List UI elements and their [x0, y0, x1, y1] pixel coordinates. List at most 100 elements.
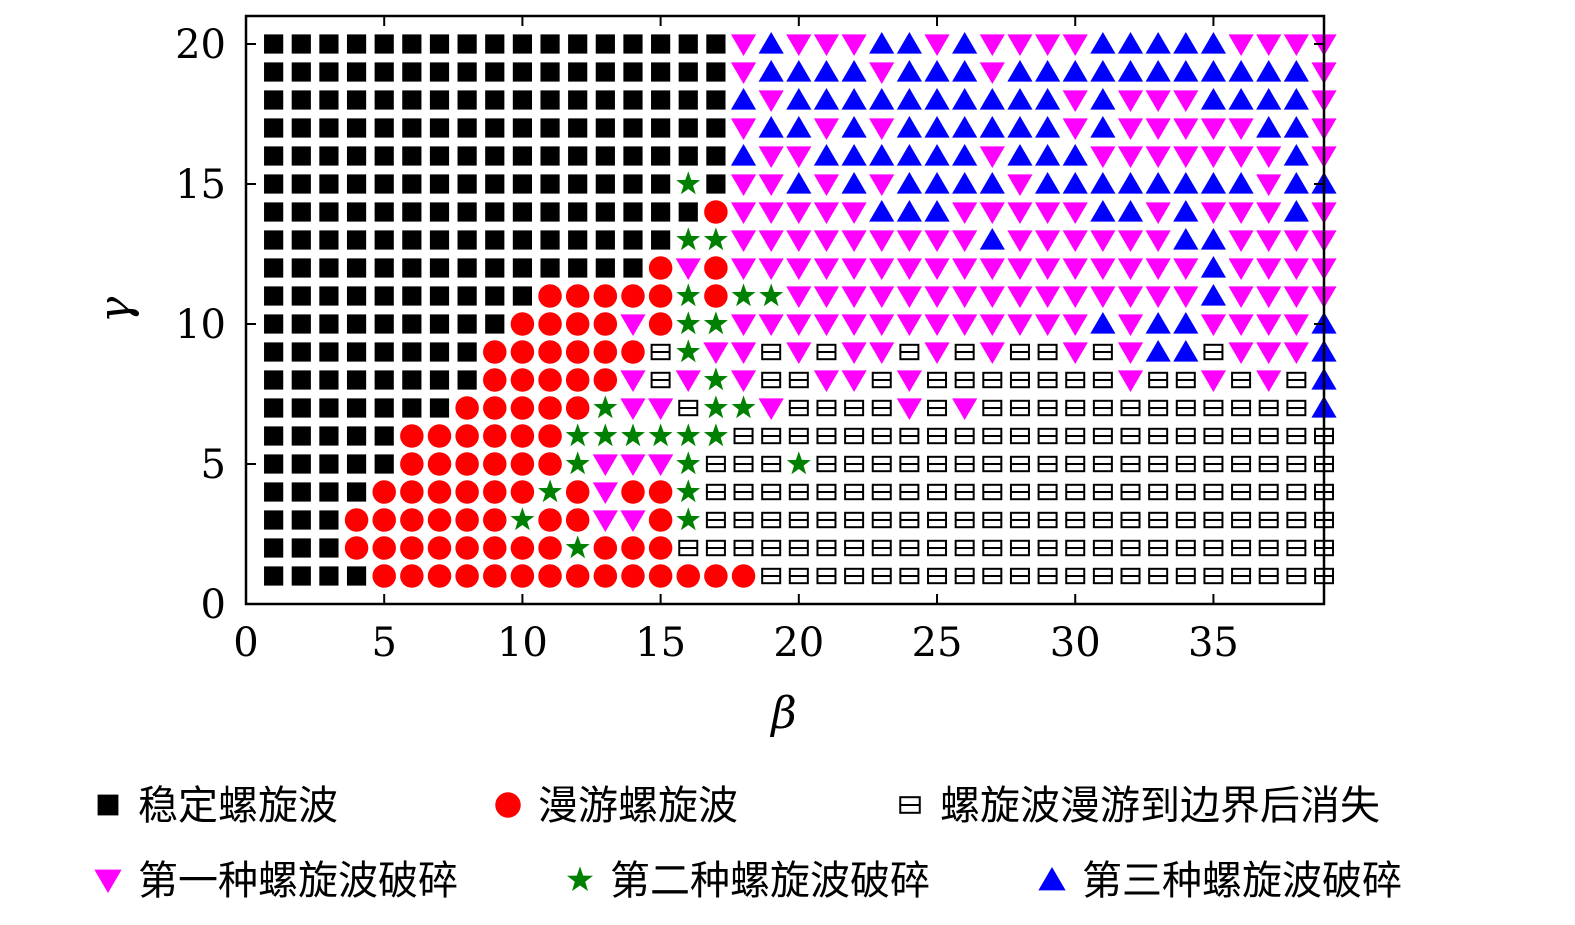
- data-point-square: [706, 174, 726, 194]
- data-point-square: [678, 118, 698, 138]
- data-point-triangle-up: [952, 116, 978, 138]
- data-point-boxed-minus: [1009, 539, 1030, 557]
- data-point-circle: [565, 564, 590, 588]
- data-point-circle: [400, 424, 424, 448]
- data-point-circle: [648, 312, 673, 336]
- data-point-triangle-up: [786, 88, 812, 110]
- data-point-triangle-up: [1283, 144, 1309, 166]
- data-point-star: [676, 283, 701, 307]
- data-point-circle: [483, 368, 507, 392]
- data-point-triangle-down: [1145, 286, 1171, 308]
- data-point-circle: [538, 284, 562, 308]
- data-point-square: [319, 174, 339, 194]
- data-point-square: [264, 370, 284, 390]
- data-point-triangle-down: [730, 174, 757, 196]
- data-point-square: [457, 202, 477, 222]
- data-point-square: [485, 34, 505, 54]
- data-point-circle: [372, 508, 396, 532]
- data-point-triangle-down: [620, 398, 646, 420]
- data-point-square: [595, 174, 615, 194]
- data-point-boxed-minus: [733, 511, 754, 529]
- data-point-circle: [648, 256, 673, 280]
- data-point-circle: [565, 480, 590, 504]
- data-point-square: [651, 230, 671, 250]
- data-point-triangle-up: [1173, 172, 1199, 194]
- data-point-star: [703, 423, 728, 447]
- data-point-boxed-minus: [1175, 455, 1196, 473]
- data-point-boxed-minus: [982, 427, 1003, 445]
- data-point-triangle-down: [841, 286, 867, 308]
- data-point-square: [678, 62, 698, 82]
- data-point-boxed-minus: [1203, 343, 1224, 361]
- data-point-square: [264, 566, 284, 586]
- legend-marker-triangle-up: [1038, 867, 1066, 891]
- data-point-square: [540, 34, 560, 54]
- data-point-boxed-minus: [954, 511, 975, 529]
- data-point-square: [346, 370, 367, 390]
- data-point-square: [402, 146, 422, 166]
- data-point-boxed-minus: [1231, 567, 1252, 585]
- data-point-triangle-down: [813, 370, 840, 392]
- chart-marks: [264, 32, 1337, 588]
- data-point-triangle-down: [1034, 286, 1061, 308]
- data-point-circle: [593, 536, 618, 560]
- data-point-triangle-down: [620, 370, 646, 392]
- data-point-triangle-up: [1228, 172, 1254, 194]
- data-point-triangle-up: [1173, 228, 1199, 250]
- data-point-circle: [565, 396, 590, 420]
- data-point-boxed-minus: [1009, 483, 1030, 501]
- data-point-triangle-down: [1228, 34, 1254, 56]
- data-point-square: [319, 34, 339, 54]
- data-point-triangle-down: [675, 258, 701, 280]
- data-point-triangle-down: [1256, 258, 1282, 280]
- data-point-triangle-down: [786, 146, 812, 168]
- data-point-square: [429, 174, 450, 194]
- data-point-boxed-minus: [1092, 539, 1113, 557]
- data-point-square: [651, 90, 671, 110]
- data-point-square: [319, 342, 339, 362]
- data-point-boxed-minus: [954, 567, 975, 585]
- data-point-triangle-down: [1283, 286, 1309, 308]
- data-point-square: [623, 118, 643, 138]
- data-point-circle: [704, 200, 728, 224]
- data-point-triangle-up: [896, 172, 922, 194]
- data-point-square: [485, 286, 505, 306]
- data-point-boxed-minus: [982, 455, 1003, 473]
- data-point-square: [651, 62, 671, 82]
- data-point-square: [568, 258, 588, 278]
- data-point-triangle-down: [1062, 90, 1088, 112]
- data-point-boxed-minus: [1203, 567, 1224, 585]
- data-point-square: [264, 174, 284, 194]
- data-point-triangle-up: [758, 60, 784, 82]
- data-point-square: [346, 146, 367, 166]
- data-point-circle: [510, 480, 535, 504]
- data-point-square: [291, 90, 311, 110]
- data-point-boxed-minus: [1231, 539, 1252, 557]
- data-point-triangle-down: [730, 314, 757, 336]
- data-point-boxed-minus: [1037, 427, 1058, 445]
- data-point-triangle-up: [952, 88, 978, 110]
- data-point-triangle-down: [1062, 34, 1088, 56]
- data-point-square: [291, 566, 311, 586]
- data-point-triangle-up: [1117, 172, 1144, 194]
- data-point-triangle-down: [1256, 342, 1282, 364]
- data-point-triangle-down: [1117, 342, 1144, 364]
- data-point-square: [402, 34, 422, 54]
- y-tick-label: 5: [201, 442, 226, 488]
- data-point-square: [457, 314, 477, 334]
- data-point-square: [623, 146, 643, 166]
- data-point-square: [512, 202, 533, 222]
- data-point-triangle-down: [1283, 230, 1309, 252]
- data-point-boxed-minus: [1092, 511, 1113, 529]
- data-point-boxed-minus: [1203, 539, 1224, 557]
- data-point-square: [457, 230, 477, 250]
- data-point-triangle-down: [1173, 286, 1199, 308]
- data-point-triangle-down: [841, 258, 867, 280]
- data-point-square: [429, 202, 450, 222]
- data-point-square: [651, 118, 671, 138]
- data-point-circle: [483, 424, 507, 448]
- data-point-boxed-minus: [761, 567, 782, 585]
- data-point-triangle-down: [1200, 314, 1227, 336]
- data-point-boxed-minus: [816, 427, 837, 445]
- data-point-square: [346, 566, 367, 586]
